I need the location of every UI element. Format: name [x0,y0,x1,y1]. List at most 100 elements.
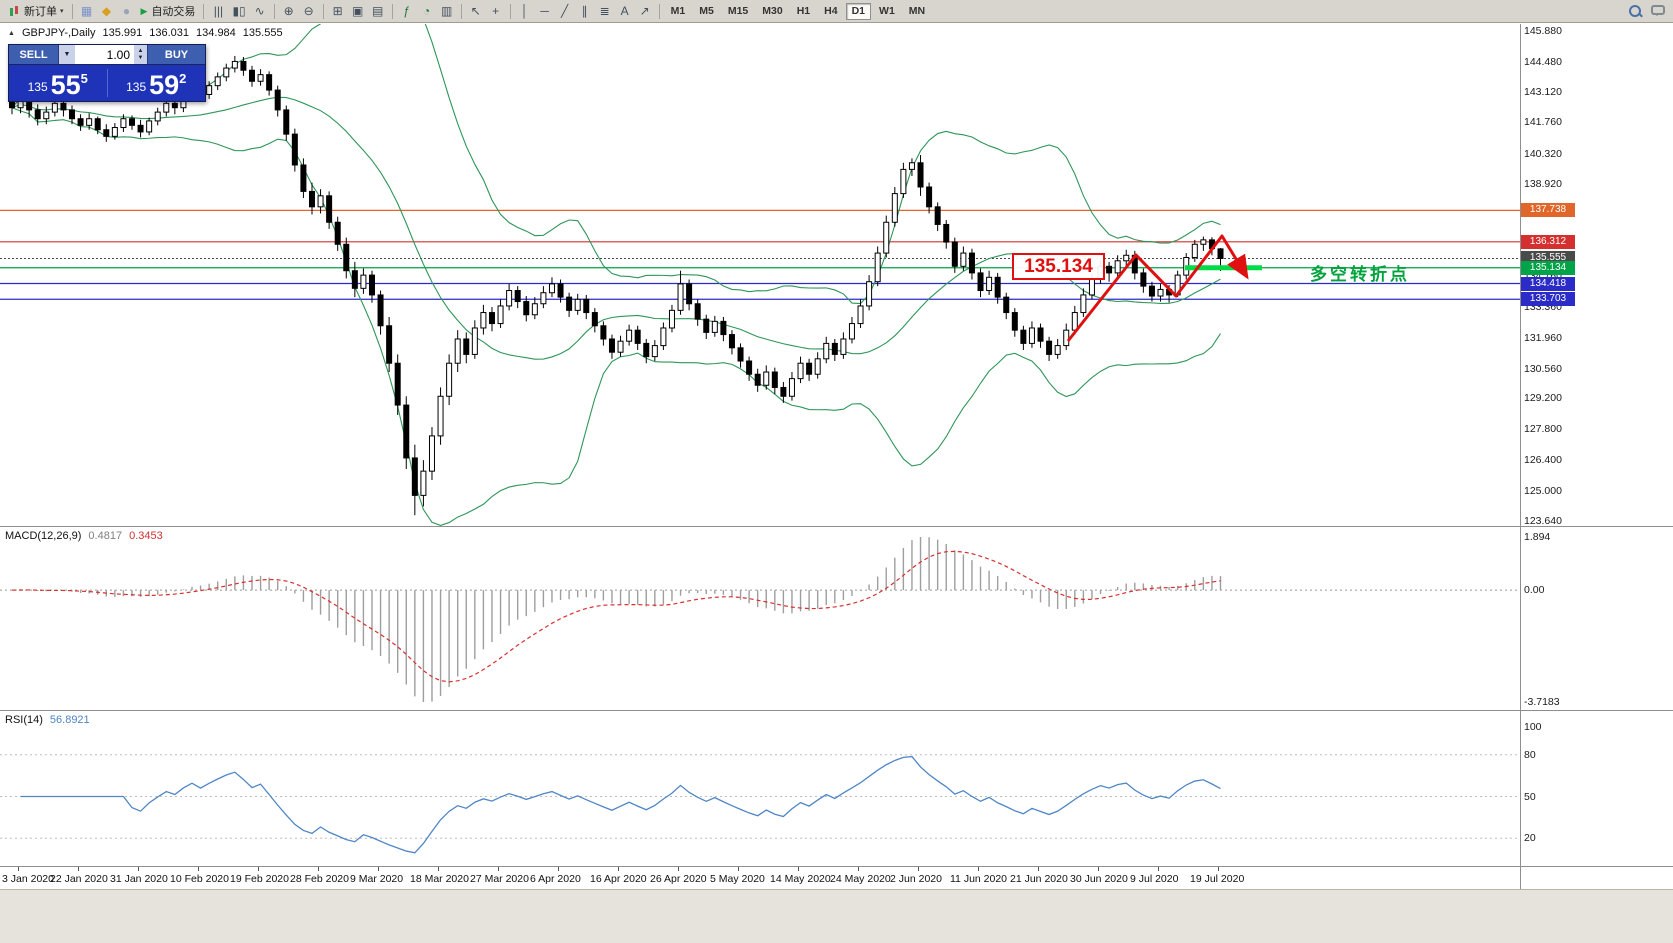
arrows-button[interactable]: ↗ [635,2,655,21]
axis-tick [558,867,559,871]
price-callout[interactable]: 135.134 [1012,253,1105,280]
date-label: 21 Jun 2020 [1010,873,1068,885]
cascade-windows-icon: ▣ [351,4,364,18]
timeframe-m30[interactable]: M30 [762,5,783,17]
autotrade-button[interactable]: ▶ 自动交易 [137,2,200,21]
axis-tick [138,867,139,871]
cursor-button[interactable]: ↖ [466,2,486,21]
new-order-button[interactable]: 新订单 ▾ [4,2,68,21]
ohlc-bars-icon: ||| [213,4,224,18]
date-label: 27 Mar 2020 [470,873,529,885]
ask-pips: 59 [149,70,180,100]
date-label: 3 Jan 2020 [2,873,54,885]
periods-icon: ◔ [423,4,431,18]
axis-tick [1038,867,1039,871]
timeframe-w1[interactable]: W1 [879,5,895,17]
new-order-label: 新订单 [24,6,57,18]
channel-icon: ∥ [581,4,588,18]
date-label: 28 Feb 2020 [290,873,349,885]
horizontal-line-button[interactable]: ─ [535,2,555,21]
bid-pips: 55 [50,70,81,100]
timeframe-m15[interactable]: M15 [727,5,749,17]
timeframe-h1[interactable]: H1 [796,5,811,17]
chart-title: ▲ GBPJPY-,Daily 135.991 136.031 134.984 … [8,27,283,39]
buy-button[interactable]: BUY [147,45,205,64]
annotation-note[interactable]: 多空转折点 [1310,265,1410,284]
timeframe-m1[interactable]: M1 [670,5,686,17]
macd-canvas[interactable] [0,527,1520,710]
trendline-icon: ╱ [561,4,569,18]
rsi-panel: RSI(14) 56.8921 [0,711,1673,866]
price-chart-canvas[interactable] [0,24,1520,526]
date-label: 10 Feb 2020 [170,873,229,885]
low-value: 134.984 [196,27,236,39]
axis-tick [258,867,259,871]
panel-separator[interactable] [0,866,1673,867]
chevron-down-icon: ▾ [60,8,64,15]
autotrade-label: 自动交易 [151,6,196,18]
timeframe-h4[interactable]: H4 [824,5,838,17]
axis-tick [1158,867,1159,871]
price-divider [106,69,108,97]
toolbar-separator [658,3,660,19]
axis-tick [318,867,319,871]
arrows-icon: ↗ [639,4,650,18]
zoom-out-button[interactable]: ⊖ [299,2,319,21]
trendline-button[interactable]: ╱ [555,2,575,21]
tile-windows-button[interactable]: ⊞ [328,2,348,21]
macd-panel: MACD(12,26,9) 0.4817 0.3453 [0,527,1673,710]
date-label: 11 Jun 2020 [950,873,1008,885]
date-label: 26 Apr 2020 [650,873,707,885]
templates-button[interactable]: ▥ [437,2,457,21]
time-axis[interactable]: 3 Jan 2020 22 Jan 2020 31 Jan 2020 10 Feb 2… [0,867,1673,889]
zoom-in-icon: ⊕ [283,4,294,18]
volume-up-icon: ▲ [137,47,144,54]
ask-frac: 2 [179,71,187,86]
rsi-canvas[interactable] [0,711,1520,866]
timeframe-d1[interactable]: D1 [845,2,872,20]
price-chart-panel: ▲ GBPJPY-,Daily 135.991 136.031 134.984 … [0,24,1673,526]
charts-grid-button[interactable]: ▦ [77,2,97,21]
indicators-button[interactable]: ƒ [397,2,417,21]
axis-tick [918,867,919,871]
high-value: 136.031 [149,27,190,39]
line-chart-button[interactable]: ∿ [250,2,270,21]
alert-button[interactable]: ◆ [97,2,117,21]
news-button[interactable]: ● [117,2,137,21]
zigzag-trend-annotation[interactable] [1066,234,1249,342]
crosshair-button[interactable]: + [486,2,506,21]
candlestick-chart-button[interactable]: ▮▯ [228,2,249,21]
text-label-button[interactable]: A [615,2,635,21]
search-button[interactable] [1624,2,1647,21]
collapse-triangle-icon[interactable]: ▲ [8,29,15,37]
timeframe-m5[interactable]: M5 [699,5,714,17]
sell-button[interactable]: SELL [9,45,59,64]
order-options-button[interactable]: ▼ [59,45,75,64]
date-label: 9 Mar 2020 [350,873,404,885]
panel-separator[interactable] [0,710,1673,711]
news-icon: ● [122,4,131,18]
timeframe-mn[interactable]: MN [908,5,926,17]
zoom-in-button[interactable]: ⊕ [279,2,299,21]
horizontal-line-icon: ─ [540,4,549,18]
panel-separator[interactable] [0,526,1673,527]
cascade-windows-button[interactable]: ▣ [348,2,368,21]
ask-whole: 135 [126,80,147,94]
fibonacci-button[interactable]: ≣ [595,2,615,21]
bid-price[interactable]: 135 55 5 [9,65,107,101]
rsi-line [20,755,1221,854]
ohlc-bars-button[interactable]: ||| [208,2,228,21]
vertical-line-button[interactable]: │ [515,2,535,21]
ask-price[interactable]: 135 59 2 [108,65,206,101]
date-label: 2 Jun 2020 [890,873,942,885]
date-label: 19 Feb 2020 [230,873,289,885]
toolbar-separator [509,3,511,19]
toolbar-separator [71,3,73,19]
volume-input[interactable] [75,45,134,64]
periods-button[interactable]: ◔ [417,2,437,21]
chat-button[interactable] [1647,2,1669,21]
channel-button[interactable]: ∥ [575,2,595,21]
volume-stepper[interactable]: ▲ ▼ [134,45,147,64]
arrange-windows-button[interactable]: ▤ [368,2,388,21]
